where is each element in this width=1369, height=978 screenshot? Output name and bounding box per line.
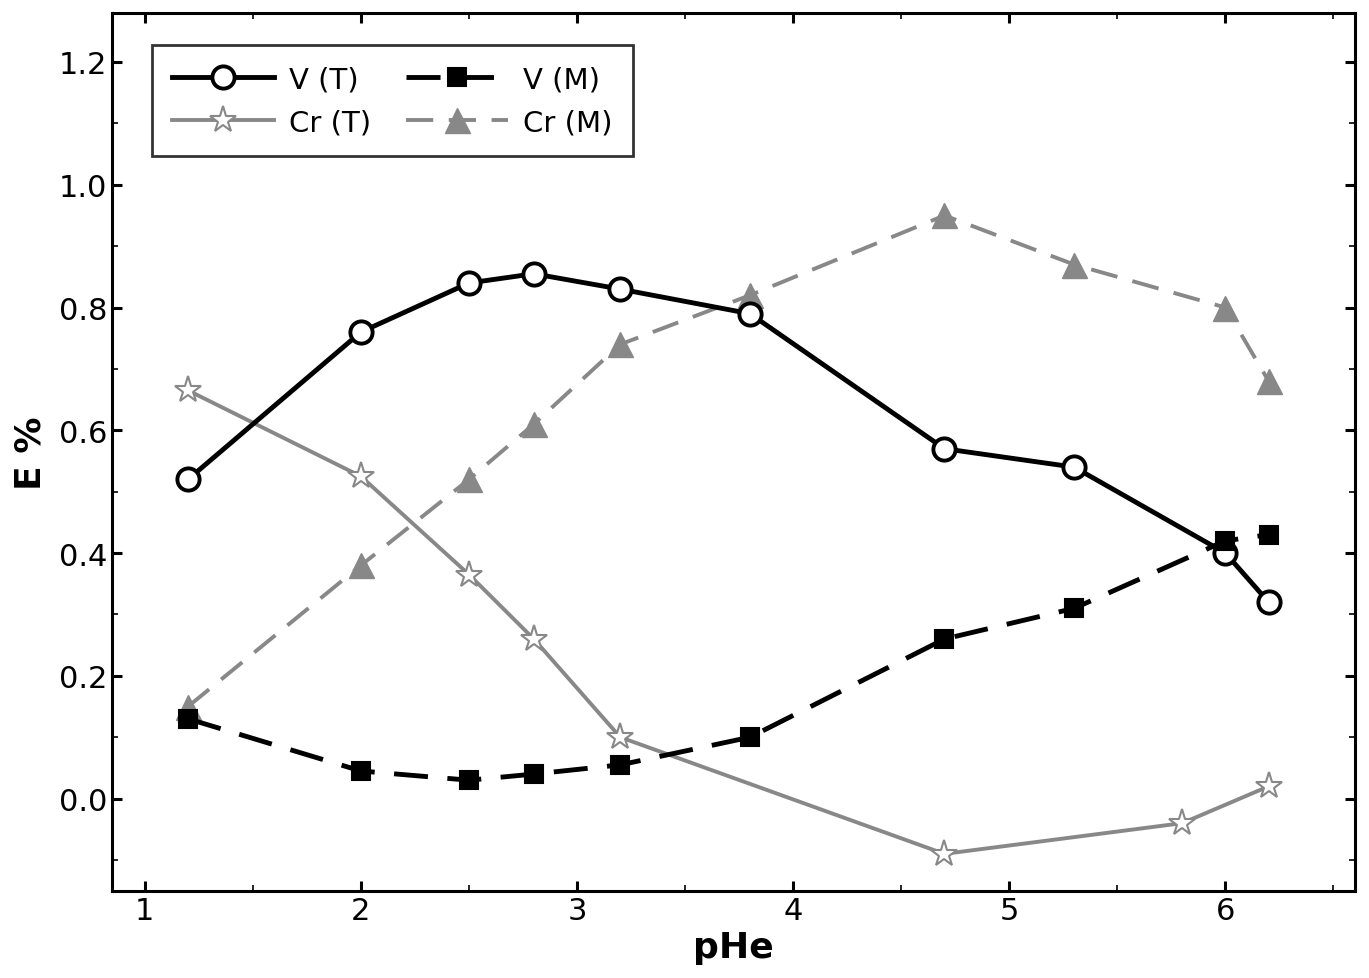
X-axis label: pHe: pHe: [693, 930, 773, 964]
Y-axis label: E %: E %: [14, 416, 48, 489]
Legend: V (T), Cr (T), V (M), Cr (M): V (T), Cr (T), V (M), Cr (M): [152, 46, 632, 157]
